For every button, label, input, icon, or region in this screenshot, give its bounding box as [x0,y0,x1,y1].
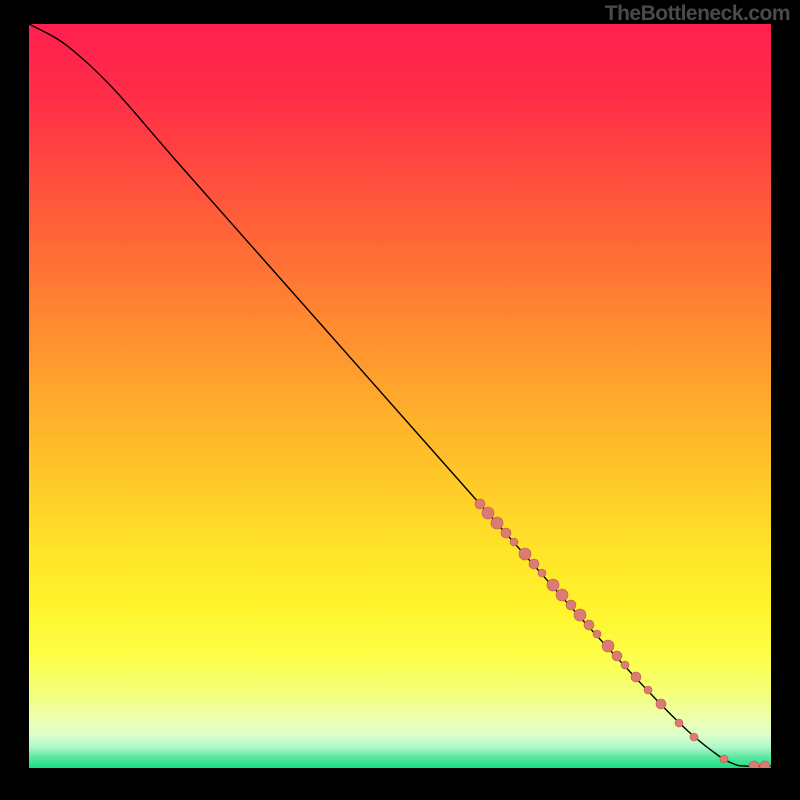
data-point [621,661,629,669]
data-point [602,640,614,652]
chart-frame: TheBottleneck.com [0,0,800,800]
data-point [675,719,683,727]
data-point [475,499,485,509]
data-point [749,761,759,768]
data-point [547,579,559,591]
data-point [482,507,494,519]
data-point [593,630,601,638]
data-point [566,600,576,610]
data-point [538,569,546,577]
data-point [612,651,622,661]
watermark-text: TheBottleneck.com [605,2,790,26]
data-point [510,538,518,546]
data-point [584,620,594,630]
data-point [631,672,641,682]
data-point [574,609,586,621]
data-point [501,528,511,538]
data-point [690,733,698,741]
data-point [644,686,652,694]
data-point [491,517,503,529]
bottleneck-curve [29,24,771,766]
data-point [656,699,666,709]
data-point [760,761,770,768]
performance-curve-layer [29,24,771,768]
data-point [556,589,568,601]
data-point [519,548,531,560]
plot-area [29,24,771,768]
data-point [529,559,539,569]
data-point [720,755,728,763]
